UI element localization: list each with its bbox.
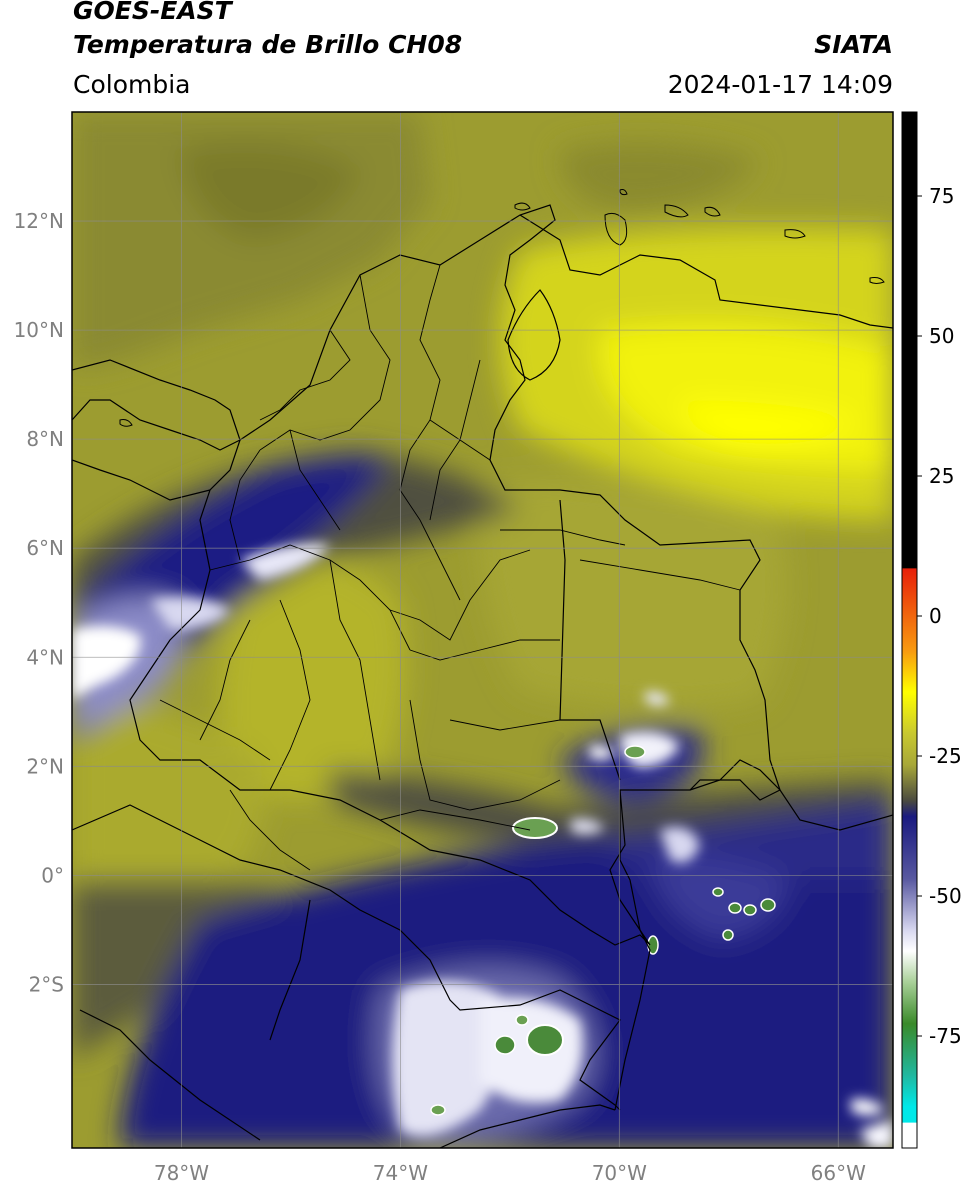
ecuador-peru [72,804,621,1111]
lake-maracaibo [507,289,561,381]
lon-tick-label: 66°W [811,1161,866,1185]
coast-north [72,359,241,441]
coldest-cloud-tops [430,745,776,1116]
lat-tick-label: 10°N [14,318,64,342]
satellite-title: GOES-EAST [73,0,232,25]
colorbar-tick-label: 25 [929,464,954,488]
region-label: Colombia [73,70,191,99]
product-title: Temperatura de Brillo CH08 [73,30,463,59]
venezuela-coast [519,214,893,329]
colorbar [901,111,918,1149]
colorbar-tick-label: 50 [929,324,954,348]
colorbar-tick-label: -25 [929,744,962,768]
longitude-axis: 78°W 74°W 70°W 66°W [154,1161,866,1185]
timestamp-label: 2024-01-17 14:09 [667,70,893,99]
islands [119,189,885,427]
lat-tick-label: 2°N [26,754,64,778]
map-frame [71,111,894,1149]
political-borders [72,204,893,1148]
gridlines [72,112,893,1148]
lon-tick-label: 70°W [592,1161,647,1185]
lat-tick-label: 0° [41,863,64,887]
colorbar-tick-label: -75 [929,1024,962,1048]
colorbar-axis: 75 50 25 0 -25 -50 -75 [917,184,962,1048]
colorbar-tick-label: 0 [929,604,942,628]
panama-coast [72,399,241,451]
colorbar-tick-label: -50 [929,884,962,908]
peru-south [439,1104,616,1148]
lon-tick-label: 74°W [373,1161,428,1185]
venezuela-brazil [689,759,893,831]
lat-tick-label: 8°N [26,427,64,451]
organization-label: SIATA [814,30,893,59]
brightness-temperature-image [72,112,893,1148]
lat-tick-label: 12°N [14,209,64,233]
lat-tick-label: 2°S [29,972,64,996]
lat-tick-label: 4°N [26,645,64,669]
brazil-border [614,790,651,1111]
lon-tick-label: 78°W [154,1161,209,1185]
latitude-axis: 12°N 10°N 8°N 6°N 4°N 2°N 0° 2°S [14,209,64,996]
colorbar-tick-label: 75 [929,184,954,208]
lat-tick-label: 6°N [26,536,64,560]
